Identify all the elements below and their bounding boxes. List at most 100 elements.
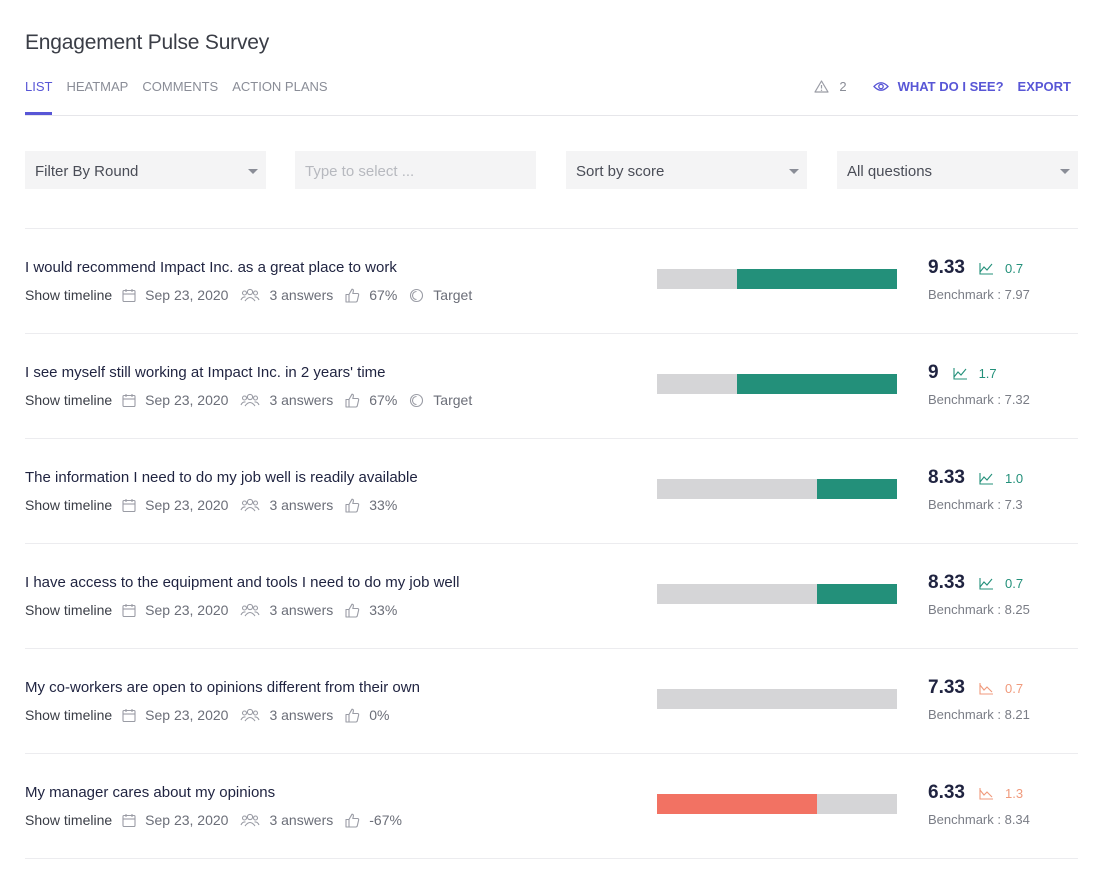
trend-value: 0.7 xyxy=(1004,680,1024,696)
question-row[interactable]: My co-workers are open to opinions diffe… xyxy=(25,648,1078,753)
export-button[interactable]: Export xyxy=(1017,79,1071,94)
favorability-bar xyxy=(657,689,897,709)
question-row[interactable]: I have access to the equipment and tools… xyxy=(25,543,1078,648)
tab-heatmap[interactable]: Heatmap xyxy=(66,79,129,94)
score-trend: 1.0 xyxy=(979,471,1023,486)
favorability-bar xyxy=(657,584,897,604)
chevron-down-icon xyxy=(789,169,799,174)
tab-list[interactable]: List xyxy=(25,78,53,115)
answer-count: 3 answers xyxy=(269,707,334,723)
users-icon xyxy=(240,603,260,617)
calendar-icon xyxy=(122,708,136,722)
trend-down-icon xyxy=(979,682,993,695)
toolbar: 2 What do I see? Export xyxy=(814,78,1071,95)
favorability-bar xyxy=(657,794,897,814)
answer-count: 3 answers xyxy=(269,497,334,513)
answer-count: 3 answers xyxy=(269,392,334,408)
filter-bar: Filter By Round Sort by score All questi… xyxy=(25,151,1078,191)
favorability-bar xyxy=(657,269,897,289)
tabs-divider xyxy=(25,115,1078,116)
question-score: 7.33 xyxy=(928,677,965,698)
answer-count: 3 answers xyxy=(269,287,334,303)
question-title[interactable]: The information I need to do my job well… xyxy=(25,469,418,486)
question-date: Sep 23, 2020 xyxy=(145,392,229,408)
show-timeline-link[interactable]: Show timeline xyxy=(25,602,113,618)
tab-comments[interactable]: Comments xyxy=(142,79,219,94)
question-score: 8.33 xyxy=(928,572,965,593)
benchmark-label: Benchmark : 8.21 xyxy=(928,707,1030,722)
question-row[interactable]: The information I need to do my job well… xyxy=(25,438,1078,543)
show-timeline-link[interactable]: Show timeline xyxy=(25,287,113,303)
benchmark-label: Benchmark : 8.34 xyxy=(928,812,1030,827)
question-row[interactable]: I would recommend Impact Inc. as a great… xyxy=(25,228,1078,333)
question-title[interactable]: I see myself still working at Impact Inc… xyxy=(25,364,386,381)
benchmark-label: Benchmark : 7.3 xyxy=(928,497,1023,512)
score-trend: 1.7 xyxy=(953,366,997,381)
trend-value: 0.7 xyxy=(1004,260,1024,276)
show-timeline-link[interactable]: Show timeline xyxy=(25,707,113,723)
users-icon xyxy=(240,708,260,722)
question-title[interactable]: My co-workers are open to opinions diffe… xyxy=(25,679,420,696)
round-filter-select[interactable]: Filter By Round xyxy=(25,151,266,189)
trend-value: 1.0 xyxy=(1004,470,1024,486)
score-trend: 1.3 xyxy=(979,786,1023,801)
favorability-bar-fill xyxy=(737,374,897,394)
trend-value: 1.7 xyxy=(978,365,997,381)
list-end-divider xyxy=(25,858,1078,859)
questions-select[interactable]: All questions xyxy=(837,151,1078,189)
calendar-icon xyxy=(122,603,136,617)
score-block: 8.33 1.0 Benchmark : 7.3 xyxy=(928,465,1023,512)
page-title: Engagement Pulse Survey xyxy=(25,31,270,54)
questions-value: All questions xyxy=(847,163,933,180)
favorability-percent: -67% xyxy=(369,812,402,828)
trend-down-icon xyxy=(979,787,993,800)
favorability-percent: 67% xyxy=(369,392,398,408)
chevron-down-icon xyxy=(1060,169,1070,174)
question-title[interactable]: My manager cares about my opinions xyxy=(25,784,276,801)
calendar-icon xyxy=(122,393,136,407)
calendar-icon xyxy=(122,813,136,827)
question-title[interactable]: I would recommend Impact Inc. as a great… xyxy=(25,259,397,276)
favorability-bar-fill xyxy=(817,584,897,604)
question-row[interactable]: My manager cares about my opinions Show t… xyxy=(25,753,1078,858)
what-do-i-see-button[interactable]: What do I see? xyxy=(872,79,1004,94)
score-trend: 0.7 xyxy=(979,576,1023,591)
question-title[interactable]: I have access to the equipment and tools… xyxy=(25,574,460,591)
score-block: 6.33 1.3 Benchmark : 8.34 xyxy=(928,780,1030,827)
question-meta: Show timeline Sep 23, 2020 3 answers 67% Tar… xyxy=(25,287,484,303)
question-row[interactable]: I see myself still working at Impact Inc… xyxy=(25,333,1078,438)
sort-select[interactable]: Sort by score xyxy=(566,151,807,189)
tab-action-plans[interactable]: Action Plans xyxy=(232,79,328,94)
score-trend: 0.7 xyxy=(979,261,1023,276)
trend-value: 0.7 xyxy=(1004,575,1024,591)
round-filter-value: Filter By Round xyxy=(35,163,139,180)
users-icon xyxy=(240,393,260,407)
favorability-percent: 67% xyxy=(369,287,398,303)
chevron-down-icon xyxy=(248,169,258,174)
question-date: Sep 23, 2020 xyxy=(145,812,229,828)
favorability-percent: 33% xyxy=(369,602,398,618)
warning-count: 2 xyxy=(839,79,847,94)
question-date: Sep 23, 2020 xyxy=(145,497,229,513)
type-to-select-input[interactable] xyxy=(305,153,525,191)
score-block: 7.33 0.7 Benchmark : 8.21 xyxy=(928,675,1030,722)
question-date: Sep 23, 2020 xyxy=(145,602,229,618)
score-block: 9 1.7 Benchmark : 7.32 xyxy=(928,360,1030,407)
favorability-percent: 0% xyxy=(369,707,390,723)
thumbs-up-icon xyxy=(345,498,360,513)
warning-indicator[interactable]: 2 xyxy=(814,79,847,94)
score-trend: 0.7 xyxy=(979,681,1023,696)
question-date: Sep 23, 2020 xyxy=(145,707,229,723)
question-list: I would recommend Impact Inc. as a great… xyxy=(25,228,1078,859)
question-score: 9.33 xyxy=(928,257,965,278)
thumbs-up-icon xyxy=(345,603,360,618)
show-timeline-link[interactable]: Show timeline xyxy=(25,392,113,408)
trend-up-icon xyxy=(979,472,993,485)
show-timeline-link[interactable]: Show timeline xyxy=(25,497,113,513)
show-timeline-link[interactable]: Show timeline xyxy=(25,812,113,828)
type-to-select-field[interactable] xyxy=(295,151,536,191)
users-icon xyxy=(240,813,260,827)
benchmark-label: Benchmark : 7.32 xyxy=(928,392,1030,407)
tab-bar: List Heatmap Comments Action Plans xyxy=(25,78,342,116)
target-label: Target xyxy=(433,287,473,303)
